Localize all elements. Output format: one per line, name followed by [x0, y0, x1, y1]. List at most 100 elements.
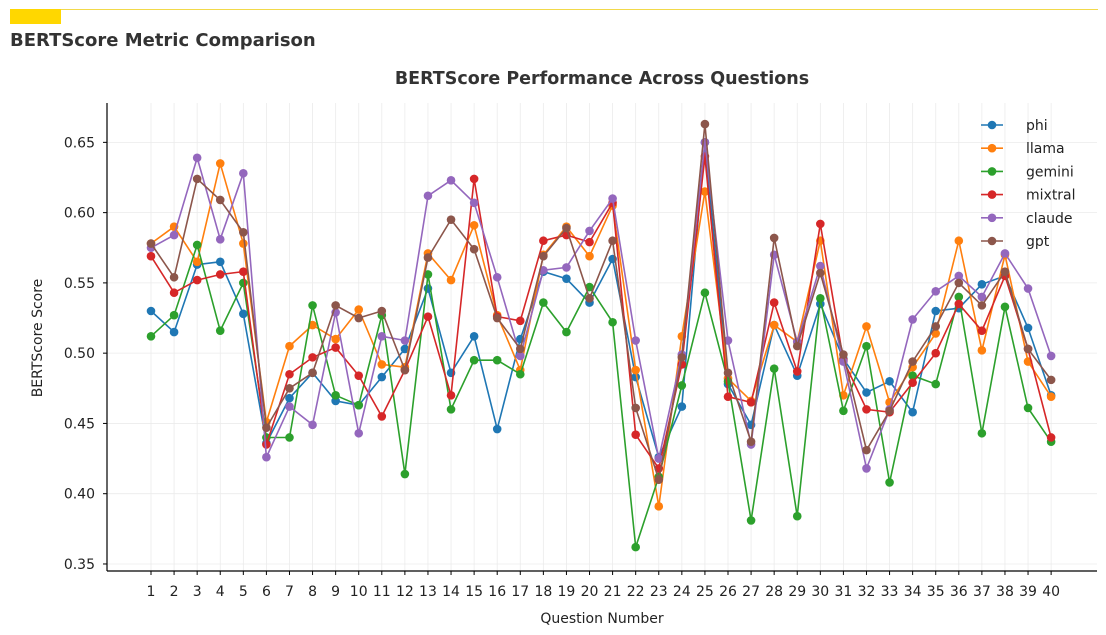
data-point-gpt — [816, 268, 825, 278]
data-point-gemini — [515, 369, 525, 379]
data-point-claude — [1023, 284, 1033, 293]
series-gpt — [146, 119, 1056, 484]
data-point-gemini — [631, 542, 640, 552]
legend-label-gpt: gpt — [1026, 234, 1050, 250]
x-tick-label: 27 — [742, 584, 760, 600]
series-line-gpt — [150, 124, 1052, 480]
data-point-mixtral — [977, 326, 987, 335]
data-point-gemini — [931, 379, 941, 389]
x-tick-label: 26 — [719, 584, 737, 600]
x-tick-label: 23 — [650, 584, 668, 600]
data-point-claude — [469, 198, 479, 208]
data-point-claude — [977, 292, 987, 302]
x-tick-label: 10 — [350, 584, 368, 600]
data-point-gemini — [839, 406, 848, 416]
page-title: BERTScore Metric Comparison — [10, 30, 316, 51]
data-point-gemini — [1023, 403, 1033, 413]
data-point-gpt — [354, 313, 364, 323]
legend-marker-claude — [987, 213, 997, 223]
x-tick-label: 21 — [604, 584, 622, 600]
series-llama — [146, 159, 1056, 511]
data-point-gemini — [585, 282, 594, 292]
legend-label-phi: phi — [1026, 118, 1048, 134]
data-point-gpt — [262, 423, 271, 432]
data-point-gpt — [423, 253, 433, 262]
data-point-gpt — [746, 437, 756, 447]
x-tick-label: 6 — [262, 584, 271, 600]
data-point-llama — [469, 220, 479, 230]
x-tick-label: 15 — [465, 584, 483, 600]
legend-item-claude: claude — [981, 211, 1073, 227]
series-line-mixtral — [150, 156, 1052, 471]
data-point-gemini — [446, 405, 456, 414]
data-point-llama — [862, 322, 871, 331]
legend-item-gemini: gemini — [981, 164, 1074, 180]
data-point-claude — [400, 336, 410, 345]
data-point-claude — [446, 175, 456, 185]
data-point-claude — [515, 351, 525, 361]
data-point-gpt — [469, 244, 479, 254]
x-tick-label: 20 — [581, 584, 599, 600]
data-point-llama — [977, 346, 987, 355]
y-tick-label: 0.55 — [64, 276, 95, 292]
y-axis-label: BERTScore Score — [30, 279, 46, 398]
x-tick-label: 19 — [558, 584, 576, 600]
y-tick-label: 0.35 — [64, 557, 95, 573]
data-point-gemini — [977, 428, 987, 438]
data-point-phi — [562, 274, 571, 283]
data-point-gemini — [792, 511, 802, 521]
data-point-mixtral — [215, 270, 225, 279]
data-point-gpt — [562, 223, 571, 233]
data-point-claude — [931, 287, 941, 296]
data-point-gpt — [1046, 375, 1056, 385]
x-tick-label: 1 — [147, 584, 156, 600]
data-point-gpt — [723, 368, 733, 378]
data-point-mixtral — [446, 391, 456, 400]
data-point-mixtral — [769, 298, 779, 307]
data-point-llama — [769, 320, 779, 330]
data-point-mixtral — [723, 392, 733, 402]
data-point-gpt — [908, 357, 917, 366]
data-point-gemini — [354, 400, 364, 410]
data-point-gpt — [931, 322, 941, 331]
data-point-mixtral — [908, 378, 917, 387]
data-point-gemini — [331, 391, 340, 400]
x-tick-label: 13 — [419, 584, 437, 600]
y-tick-labels: 0.35 0.40 0.45 0.50 0.55 0.60 0.65 — [64, 135, 107, 573]
data-point-gemini — [746, 516, 756, 525]
x-tick-label: 8 — [308, 584, 317, 600]
data-point-phi — [885, 376, 894, 386]
header-rule — [10, 9, 1098, 10]
x-tick-label: 5 — [239, 584, 248, 600]
x-tick-label: 3 — [193, 584, 202, 600]
data-point-claude — [285, 402, 294, 411]
data-point-llama — [308, 320, 317, 330]
data-point-phi — [285, 393, 294, 403]
data-point-phi — [146, 306, 156, 316]
data-point-llama — [192, 257, 202, 267]
legend-marker-mixtral — [987, 190, 997, 199]
data-point-gemini — [400, 469, 410, 479]
data-point-gpt — [769, 233, 779, 243]
x-tick-label: 7 — [285, 584, 294, 600]
data-point-gemini — [562, 327, 571, 337]
data-point-mixtral — [585, 237, 594, 247]
x-tick-label: 22 — [627, 584, 645, 600]
data-point-llama — [654, 502, 664, 511]
data-point-mixtral — [931, 348, 941, 358]
x-tick-label: 34 — [904, 584, 922, 600]
legend-label-mixtral: mixtral — [1026, 188, 1076, 204]
legend: phi llama gemini mixtral claude gpt — [981, 118, 1076, 250]
data-point-mixtral — [354, 371, 364, 380]
y-tick-label: 0.45 — [64, 416, 95, 432]
x-axis-label: Question Number — [540, 611, 664, 627]
data-point-gpt — [585, 294, 594, 303]
legend-label-claude: claude — [1026, 211, 1073, 227]
chart-title: BERTScore Performance Across Questions — [395, 69, 809, 89]
y-tick-label: 0.60 — [64, 206, 95, 222]
data-point-mixtral — [423, 312, 433, 321]
data-point-claude — [262, 452, 271, 462]
data-point-gpt — [885, 406, 894, 416]
data-point-mixtral — [539, 236, 548, 246]
